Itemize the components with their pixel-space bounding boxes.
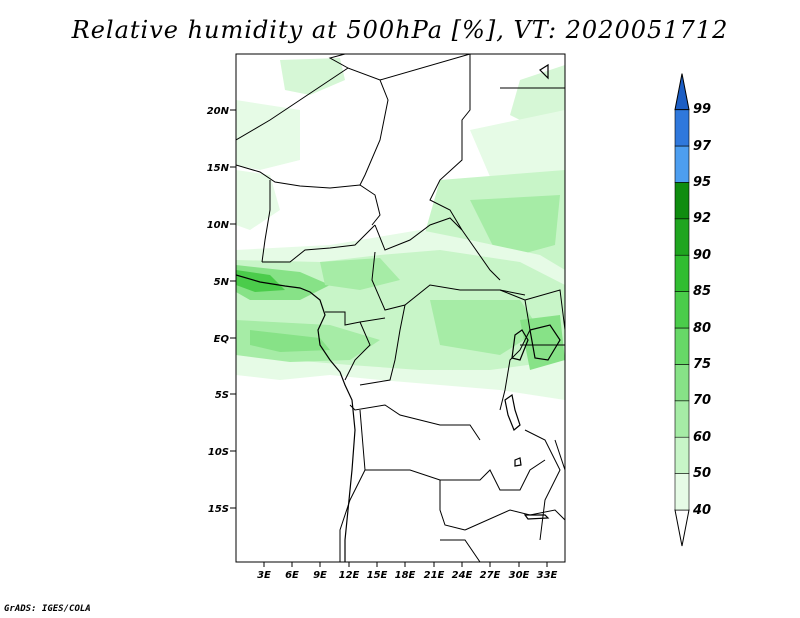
colorbar-segment (674, 436, 690, 474)
lon-label-9e: 9E (313, 570, 327, 581)
lat-label-20n: 20N (207, 106, 230, 117)
map-frame (235, 53, 566, 563)
lon-label-6e: 6E (285, 570, 299, 581)
colorbar-label-50: 50 (693, 466, 711, 481)
colorbar-segment (674, 145, 690, 183)
lon-label-33e: 33E (537, 570, 558, 581)
colorbar-label-90: 90 (693, 248, 711, 263)
colorbar-label-95: 95 (693, 175, 711, 190)
lon-label-18e: 18E (395, 570, 416, 581)
colorbar-label-40: 40 (692, 503, 711, 518)
longitude-axis: 3E 6E 9E 12E 15E 18E 21E 24E 27E 30E 33E (257, 562, 558, 581)
colorbar-segment (674, 400, 690, 438)
colorbar-segments (674, 73, 690, 547)
lon-label-12e: 12E (339, 570, 360, 581)
colorbar-segment (674, 291, 690, 329)
lat-label-5s: 5S (215, 390, 229, 401)
lon-label-15e: 15E (367, 570, 388, 581)
colorbar-segment (674, 327, 690, 365)
colorbar-label-85: 85 (693, 284, 711, 299)
colorbar: 40 50 60 70 75 80 85 90 92 95 97 99 (674, 73, 712, 547)
colorbar-label-60: 60 (693, 430, 711, 445)
lon-label-27e: 27E (480, 570, 501, 581)
lat-label-5n: 5N (214, 277, 230, 288)
country-borders (236, 54, 565, 562)
colorbar-segment (674, 254, 690, 292)
colorbar-bottom-arrow (674, 509, 690, 547)
colorbar-segment (674, 109, 690, 147)
colorbar-top-arrow (674, 73, 690, 111)
grads-credit: GrADS: IGES/COLA (4, 604, 91, 614)
chart-title: Relative humidity at 500hPa [%], VT: 202… (71, 16, 729, 44)
lat-label-15n: 15N (207, 163, 230, 174)
colorbar-label-75: 75 (693, 357, 711, 372)
colorbar-segment (674, 182, 690, 220)
humidity-shading (236, 58, 565, 400)
colorbar-labels: 40 50 60 70 75 80 85 90 92 95 97 99 (692, 102, 712, 518)
colorbar-label-97: 97 (693, 139, 712, 154)
lat-label-eq: EQ (214, 334, 230, 345)
lon-label-3e: 3E (257, 570, 271, 581)
lon-label-21e: 21E (424, 570, 445, 581)
colorbar-segment (674, 218, 690, 256)
lon-label-24e: 24E (452, 570, 473, 581)
colorbar-segment (674, 473, 690, 511)
latitude-axis: 20N 15N 10N 5N EQ 5S 10S 15S (207, 106, 236, 515)
colorbar-segment (674, 364, 690, 402)
colorbar-label-99: 99 (693, 102, 711, 117)
lat-label-10n: 10N (207, 220, 230, 231)
lat-label-15s: 15S (208, 504, 229, 515)
colorbar-label-70: 70 (693, 393, 711, 408)
lat-label-10s: 10S (208, 447, 229, 458)
colorbar-label-92: 92 (693, 211, 711, 226)
colorbar-label-80: 80 (693, 321, 711, 336)
lon-label-30e: 30E (509, 570, 530, 581)
